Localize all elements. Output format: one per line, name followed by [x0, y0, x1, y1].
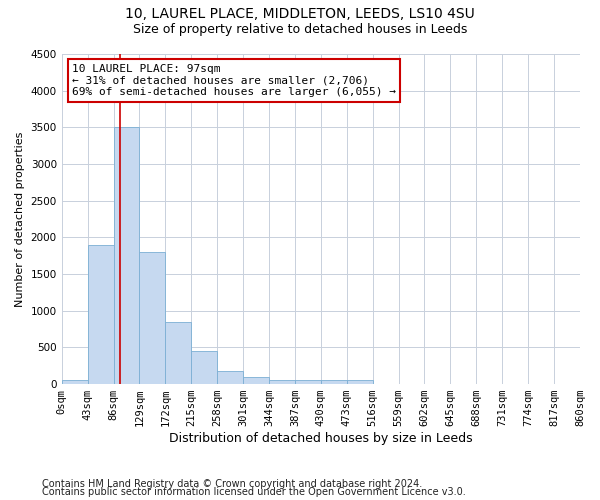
Bar — [347, 380, 373, 384]
Bar — [113, 128, 139, 384]
Bar — [243, 376, 269, 384]
Bar — [269, 380, 295, 384]
Text: 10, LAUREL PLACE, MIDDLETON, LEEDS, LS10 4SU: 10, LAUREL PLACE, MIDDLETON, LEEDS, LS10… — [125, 8, 475, 22]
Text: Contains public sector information licensed under the Open Government Licence v3: Contains public sector information licen… — [42, 487, 466, 497]
Bar — [62, 380, 88, 384]
Bar — [166, 322, 191, 384]
Text: 10 LAUREL PLACE: 97sqm
← 31% of detached houses are smaller (2,706)
69% of semi-: 10 LAUREL PLACE: 97sqm ← 31% of detached… — [72, 64, 396, 97]
Text: Size of property relative to detached houses in Leeds: Size of property relative to detached ho… — [133, 22, 467, 36]
Text: Contains HM Land Registry data © Crown copyright and database right 2024.: Contains HM Land Registry data © Crown c… — [42, 479, 422, 489]
Bar — [217, 371, 243, 384]
Bar — [295, 380, 321, 384]
Bar — [139, 252, 166, 384]
Bar — [88, 244, 113, 384]
Y-axis label: Number of detached properties: Number of detached properties — [15, 132, 25, 306]
Bar — [321, 380, 347, 384]
Bar — [191, 351, 217, 384]
X-axis label: Distribution of detached houses by size in Leeds: Distribution of detached houses by size … — [169, 432, 473, 445]
